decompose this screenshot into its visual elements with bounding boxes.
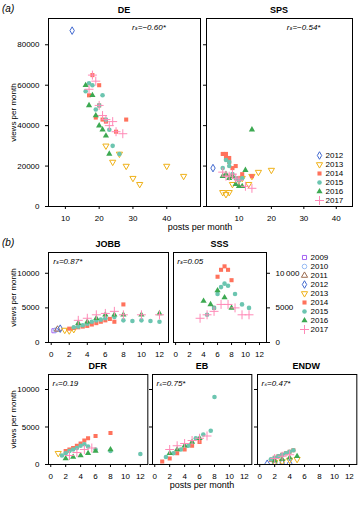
svg-text:0: 0	[35, 338, 40, 347]
svg-text:2011: 2011	[311, 271, 329, 280]
svg-text:12: 12	[136, 472, 145, 481]
svg-text:8: 8	[213, 472, 218, 481]
svg-text:0: 0	[173, 350, 178, 359]
svg-text:10000: 10000	[17, 269, 40, 278]
svg-text:20000: 20000	[17, 162, 40, 171]
svg-text:6: 6	[93, 472, 98, 481]
svg-text:0: 0	[276, 338, 281, 347]
svg-text:2015: 2015	[311, 307, 329, 316]
svg-text:80000: 80000	[17, 40, 40, 49]
svg-text:2: 2	[67, 350, 72, 359]
svg-text:2016: 2016	[326, 187, 344, 196]
svg-text:5000: 5000	[276, 303, 294, 312]
svg-text:2017: 2017	[326, 196, 344, 205]
svg-text:10: 10	[330, 472, 339, 481]
svg-text:20: 20	[95, 214, 104, 223]
svg-text:10: 10	[121, 472, 130, 481]
svg-text:40: 40	[162, 214, 171, 223]
svg-text:2012: 2012	[326, 151, 344, 160]
svg-text:8: 8	[121, 350, 126, 359]
svg-text:12: 12	[345, 472, 354, 481]
html-text:DFR: DFR	[88, 361, 107, 371]
svg-text:2013: 2013	[326, 160, 344, 169]
svg-text:40: 40	[332, 214, 341, 223]
svg-text:10: 10	[234, 214, 243, 223]
svg-text:0: 0	[49, 472, 54, 481]
svg-text:6: 6	[215, 350, 220, 359]
svg-text:2017: 2017	[311, 325, 329, 334]
svg-text:60000: 60000	[17, 81, 40, 90]
svg-text:0: 0	[49, 350, 54, 359]
html-text:SSS: SSS	[210, 239, 229, 249]
svg-text:2009: 2009	[311, 253, 329, 262]
html-text:(b): (b)	[2, 237, 15, 248]
svg-text:2013: 2013	[311, 289, 329, 298]
html-text:DE: DE	[117, 5, 131, 15]
svg-text:views per month: views per month	[9, 268, 18, 326]
svg-text:40000: 40000	[17, 121, 40, 130]
svg-text:20: 20	[267, 214, 276, 223]
svg-text:6: 6	[198, 472, 203, 481]
svg-text:12: 12	[255, 350, 264, 359]
svg-text:2014: 2014	[326, 169, 344, 178]
svg-text:4: 4	[183, 472, 188, 481]
svg-text:2014: 2014	[311, 298, 329, 307]
svg-text:rₛ=0.19: rₛ=0.19	[52, 379, 78, 388]
html-text:ENDW: ENDW	[292, 361, 321, 371]
svg-text:rₛ=0.47*: rₛ=0.47*	[261, 379, 291, 388]
svg-text:views per month: views per month	[9, 390, 18, 448]
svg-text:8: 8	[229, 350, 234, 359]
svg-text:30: 30	[128, 214, 137, 223]
svg-text:2015: 2015	[326, 178, 344, 187]
html-text:EB: EB	[195, 361, 209, 371]
html-text:JOBB: JOBB	[95, 239, 121, 249]
svg-text:2: 2	[187, 350, 192, 359]
svg-text:views per month: views per month	[9, 83, 18, 141]
svg-text:rₛ=0.75*: rₛ=0.75*	[157, 379, 187, 388]
html-text:posts per month: posts per month	[167, 222, 233, 232]
svg-text:8: 8	[108, 472, 113, 481]
svg-text:rₛ=−0.60*: rₛ=−0.60*	[132, 23, 167, 32]
svg-text:4: 4	[78, 472, 83, 481]
svg-text:6: 6	[302, 472, 307, 481]
svg-text:rₛ=0.05: rₛ=0.05	[177, 257, 203, 266]
svg-text:10: 10	[137, 350, 146, 359]
svg-text:8: 8	[317, 472, 322, 481]
svg-text:5000: 5000	[22, 303, 40, 312]
svg-text:4: 4	[201, 350, 206, 359]
svg-text:10: 10	[225, 472, 234, 481]
svg-text:30: 30	[299, 214, 308, 223]
svg-text:2: 2	[272, 472, 277, 481]
html-text:SPS: SPS	[270, 5, 288, 15]
svg-text:2: 2	[63, 472, 68, 481]
svg-text:2010: 2010	[311, 262, 329, 271]
svg-text:2: 2	[168, 472, 173, 481]
svg-text:2016: 2016	[311, 316, 329, 325]
svg-text:6: 6	[103, 350, 108, 359]
svg-text:rₛ=−0.54*: rₛ=−0.54*	[287, 23, 322, 32]
svg-text:5000: 5000	[22, 423, 40, 432]
svg-text:10 000: 10 000	[276, 269, 300, 278]
svg-text:0: 0	[153, 472, 158, 481]
svg-text:0: 0	[35, 202, 40, 211]
svg-text:0: 0	[35, 460, 40, 469]
svg-text:4: 4	[287, 472, 292, 481]
html-text:posts per month: posts per month	[169, 480, 235, 490]
svg-text:10: 10	[241, 350, 250, 359]
svg-text:12: 12	[155, 350, 164, 359]
html-text:(a): (a)	[2, 3, 15, 14]
svg-text:10000: 10000	[17, 385, 40, 394]
svg-text:12: 12	[240, 472, 249, 481]
svg-text:rₛ=0.87*: rₛ=0.87*	[53, 257, 83, 266]
svg-text:4: 4	[85, 350, 90, 359]
svg-text:0: 0	[257, 472, 262, 481]
svg-text:10: 10	[61, 214, 70, 223]
svg-text:2012: 2012	[311, 280, 329, 289]
